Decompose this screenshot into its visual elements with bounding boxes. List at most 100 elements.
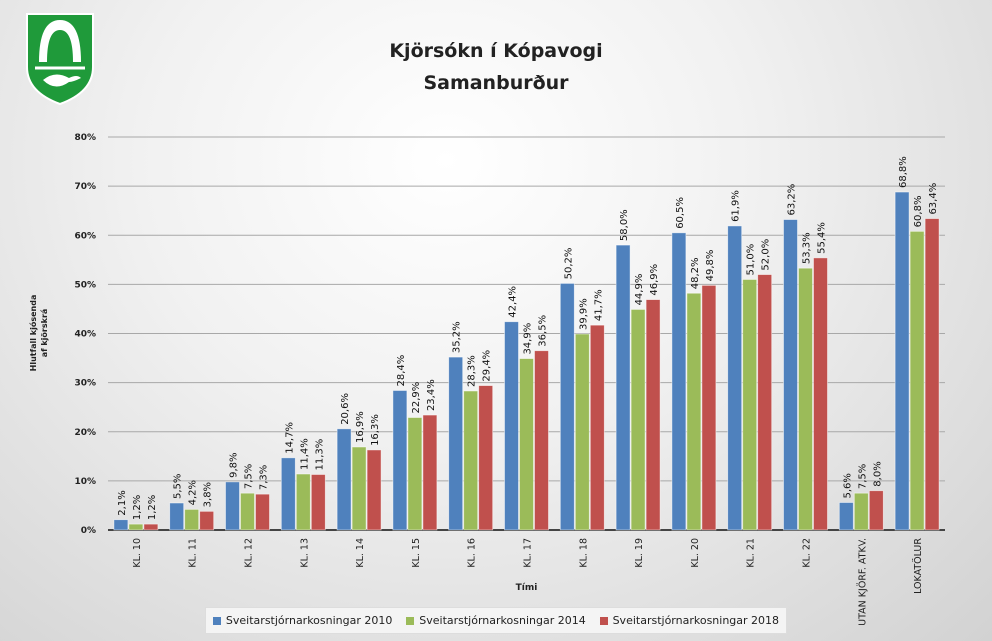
data-label: 22,9% bbox=[411, 382, 422, 414]
y-axis-title-line1: Hlutfall kjósenda bbox=[28, 295, 38, 372]
bar bbox=[645, 299, 661, 531]
data-label: 20,6% bbox=[340, 393, 351, 425]
bar bbox=[742, 279, 758, 531]
bar bbox=[392, 390, 408, 531]
data-label: 1,2% bbox=[132, 495, 143, 520]
bar bbox=[448, 356, 464, 531]
x-tick-label: KL. 17 bbox=[523, 538, 534, 568]
bar bbox=[351, 446, 367, 531]
data-label: 53,3% bbox=[802, 232, 813, 264]
bar bbox=[128, 523, 144, 531]
chart-title-line1: Kjörsókn í Kópavogi bbox=[389, 40, 603, 62]
bar bbox=[113, 519, 129, 531]
y-tick-label: 80% bbox=[74, 133, 96, 143]
bar bbox=[671, 232, 687, 531]
bar bbox=[199, 510, 215, 531]
data-label: 5,5% bbox=[173, 474, 184, 499]
legend-label: Sveitarstjórnarkosningar 2018 bbox=[612, 614, 780, 627]
data-label: 63,2% bbox=[787, 184, 798, 216]
x-tick-label: KL. 11 bbox=[188, 538, 199, 568]
bar bbox=[589, 324, 605, 531]
y-tick-label: 20% bbox=[74, 428, 96, 438]
data-label: 2,1% bbox=[117, 490, 128, 515]
data-label: 7,5% bbox=[244, 464, 255, 489]
data-label: 42,4% bbox=[508, 286, 519, 318]
bar bbox=[924, 218, 940, 531]
bar bbox=[615, 244, 631, 531]
data-label: 16,9% bbox=[355, 411, 366, 443]
bar bbox=[295, 473, 311, 531]
y-tick-label: 30% bbox=[74, 379, 96, 389]
bar bbox=[813, 257, 828, 531]
y-tick-label: 0% bbox=[81, 526, 96, 536]
data-label: 35,2% bbox=[452, 321, 463, 353]
data-label: 5,6% bbox=[842, 473, 853, 498]
legend-label: Sveitarstjórnarkosningar 2010 bbox=[225, 614, 393, 627]
data-label: 36,5% bbox=[538, 315, 549, 347]
data-label: 14,7% bbox=[284, 422, 295, 454]
data-label: 29,4% bbox=[482, 350, 493, 382]
bar bbox=[630, 309, 646, 531]
x-tick-label: UTAN KJÖRF. ATKV. bbox=[857, 538, 868, 626]
y-tick-label: 70% bbox=[74, 182, 96, 192]
y-axis-title-line2: af kjörskrá bbox=[40, 309, 49, 358]
y-tick-label: 50% bbox=[74, 280, 96, 290]
legend: Sveitarstjórnarkosningar 2010 Sveitarstj… bbox=[205, 607, 787, 634]
data-label: 41,7% bbox=[593, 289, 604, 321]
data-label: 63,4% bbox=[928, 183, 939, 215]
bar bbox=[336, 428, 352, 531]
bar bbox=[534, 350, 549, 531]
x-tick-label: KL. 18 bbox=[578, 538, 589, 568]
x-tick-label: KL. 12 bbox=[244, 538, 255, 568]
bar bbox=[853, 492, 869, 531]
bar bbox=[559, 282, 575, 531]
bar bbox=[504, 321, 519, 531]
bar bbox=[701, 284, 717, 531]
bar bbox=[909, 230, 925, 531]
legend-item: Sveitarstjórnarkosningar 2010 bbox=[212, 614, 393, 627]
data-label: 8,0% bbox=[872, 461, 883, 486]
data-label: 16,3% bbox=[370, 414, 381, 446]
bar bbox=[519, 358, 534, 531]
x-axis-title: Tími bbox=[516, 583, 538, 593]
data-label: 23,4% bbox=[426, 379, 437, 411]
bar bbox=[868, 490, 884, 531]
data-label: 28,3% bbox=[467, 355, 478, 387]
x-tick-label: KL. 10 bbox=[132, 538, 143, 568]
x-tick-label: KL. 13 bbox=[299, 538, 310, 568]
bar bbox=[184, 508, 200, 531]
bar bbox=[727, 225, 743, 531]
bar bbox=[407, 417, 423, 531]
data-label: 34,9% bbox=[523, 323, 534, 355]
legend-item: Sveitarstjórnarkosningar 2014 bbox=[406, 614, 586, 627]
legend-item: Sveitarstjórnarkosningar 2018 bbox=[599, 614, 780, 627]
x-tick-label: KL. 19 bbox=[634, 538, 645, 568]
data-label: 48,2% bbox=[690, 257, 701, 289]
chart-title-line2: Samanburður bbox=[423, 72, 569, 94]
bar bbox=[280, 457, 296, 531]
data-label: 51,0% bbox=[746, 244, 757, 276]
bar bbox=[225, 481, 240, 531]
kopavogur-coat-of-arms-logo bbox=[26, 13, 94, 106]
bar bbox=[463, 390, 479, 531]
x-tick-label: KL. 16 bbox=[467, 538, 478, 568]
bar bbox=[422, 414, 438, 531]
bar bbox=[310, 474, 326, 531]
bar bbox=[783, 219, 798, 531]
data-label: 9,8% bbox=[229, 452, 240, 477]
data-label: 58,0% bbox=[619, 209, 630, 241]
bar bbox=[366, 449, 382, 531]
bar bbox=[757, 274, 773, 531]
bar bbox=[478, 385, 494, 531]
data-label: 39,9% bbox=[578, 298, 589, 330]
data-label: 28,4% bbox=[396, 355, 407, 387]
y-tick-label: 40% bbox=[74, 330, 96, 340]
data-label: 44,9% bbox=[634, 274, 645, 306]
x-tick-label: KL. 22 bbox=[802, 538, 813, 568]
legend-swatch bbox=[599, 616, 608, 625]
data-label: 49,8% bbox=[705, 250, 716, 282]
x-tick-label: LOKATÖLUR bbox=[913, 538, 924, 594]
data-label: 68,8% bbox=[898, 156, 909, 188]
data-label: 11,4% bbox=[299, 438, 310, 470]
